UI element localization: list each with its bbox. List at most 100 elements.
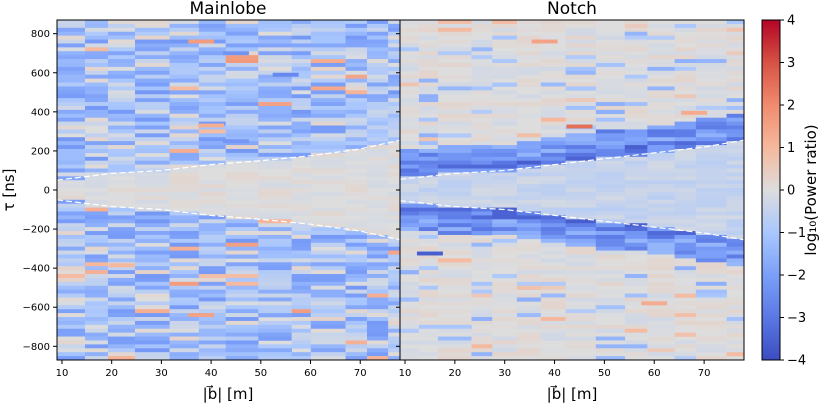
heatmap-cell	[388, 74, 400, 79]
heatmap-cell	[388, 309, 400, 314]
heatmap-cell	[198, 215, 226, 220]
heatmap-cell	[366, 285, 389, 290]
heatmap-cell	[198, 145, 226, 150]
heatmap-cell	[674, 86, 697, 91]
heatmap-cell	[291, 62, 312, 68]
heatmap-cell	[695, 277, 727, 283]
heatmap-cell	[647, 207, 675, 212]
heatmap-cell	[169, 105, 200, 111]
heatmap-cell	[437, 74, 472, 79]
heatmap-cell	[84, 20, 109, 25]
heatmap-cell	[674, 262, 697, 267]
heatmap-cell	[647, 242, 675, 247]
heatmap-cell	[565, 246, 597, 251]
heatmap-cell	[624, 141, 648, 146]
heatmap-cell	[437, 31, 472, 36]
heatmap-cell	[310, 23, 346, 29]
heatmap-cell	[169, 172, 200, 177]
heatmap-cell	[345, 199, 368, 204]
heatmap-cell	[366, 242, 389, 247]
heatmap-cell	[624, 207, 648, 212]
heatmap-cell	[565, 199, 597, 204]
heatmap-cell	[388, 105, 400, 111]
heatmap-cell	[107, 266, 136, 271]
heatmap-cell	[565, 238, 597, 244]
notable-cell	[641, 301, 668, 306]
x-tick-label: 50	[598, 368, 611, 379]
heatmap-cell	[624, 266, 648, 271]
heatmap-cell	[107, 156, 136, 161]
heatmap-cell	[198, 55, 226, 60]
heatmap-cell	[647, 234, 675, 240]
heatmap-cell	[726, 231, 744, 236]
heatmap-cell	[437, 51, 472, 56]
heatmap-cell	[366, 117, 389, 122]
heatmap-cell	[595, 168, 626, 173]
heatmap-cell	[84, 51, 109, 56]
heatmap-cell	[107, 336, 136, 341]
heatmap-cell	[291, 238, 312, 244]
heatmap-cell	[225, 203, 259, 208]
heatmap-cell	[57, 328, 86, 333]
heatmap-cell	[366, 176, 389, 181]
heatmap-cell	[310, 141, 346, 146]
heatmap-cell	[726, 305, 744, 310]
heatmap-cell	[418, 55, 439, 60]
heatmap-cell	[198, 191, 226, 197]
heatmap-cell	[291, 219, 312, 224]
heatmap-cell	[400, 86, 420, 91]
heatmap-cell	[647, 59, 675, 64]
heatmap-cell	[595, 277, 626, 283]
heatmap-cell	[135, 344, 170, 349]
heatmap-cell	[647, 55, 675, 60]
heatmap-cell	[595, 203, 626, 208]
heatmap-cell	[258, 94, 292, 99]
heatmap-cell	[400, 59, 420, 64]
heatmap-cell	[595, 356, 626, 360]
heatmap-cell	[471, 59, 493, 64]
heatmap-cell	[418, 137, 439, 142]
heatmap-cell	[135, 199, 170, 204]
heatmap-cell	[418, 160, 439, 165]
heatmap-cell	[695, 195, 727, 201]
heatmap-cell	[225, 156, 259, 161]
heatmap-cell	[540, 317, 566, 322]
heatmap-cell	[516, 152, 542, 158]
heatmap-cell	[516, 320, 542, 326]
heatmap-cell	[198, 324, 226, 330]
heatmap-cell	[310, 113, 346, 119]
heatmap-cell	[225, 172, 259, 177]
heatmap-cell	[695, 344, 727, 349]
heatmap-cell	[57, 219, 86, 224]
heatmap-cell	[565, 340, 597, 345]
heatmap-cell	[57, 262, 86, 267]
heatmap-cell	[258, 35, 292, 40]
heatmap-cell	[471, 78, 493, 83]
heatmap-cell	[418, 133, 439, 138]
heatmap-cell	[169, 191, 200, 197]
y-tick-label: 400	[31, 107, 50, 118]
heatmap-cell	[107, 250, 136, 255]
heatmap-cell	[135, 51, 170, 56]
heatmap-cell	[565, 62, 597, 68]
heatmap-cell	[84, 66, 109, 72]
heatmap-cell	[169, 332, 200, 337]
heatmap-cell	[471, 297, 493, 302]
heatmap-cell	[471, 125, 493, 130]
heatmap-cell	[225, 344, 259, 349]
heatmap-cell	[565, 356, 597, 360]
heatmap-cell	[674, 289, 697, 294]
heatmap-cell	[624, 113, 648, 119]
heatmap-cell	[57, 277, 86, 283]
heatmap-cell	[388, 242, 400, 247]
heatmap-cell	[647, 105, 675, 111]
heatmap-cell	[366, 66, 389, 72]
heatmap-cell	[540, 86, 566, 91]
heatmap-cell	[225, 328, 259, 333]
heatmap-cell	[388, 98, 400, 103]
heatmap-cell	[471, 309, 493, 314]
heatmap-cell	[135, 20, 170, 25]
heatmap-cell	[492, 145, 518, 150]
heatmap-cell	[492, 74, 518, 79]
heatmap-cell	[516, 113, 542, 119]
